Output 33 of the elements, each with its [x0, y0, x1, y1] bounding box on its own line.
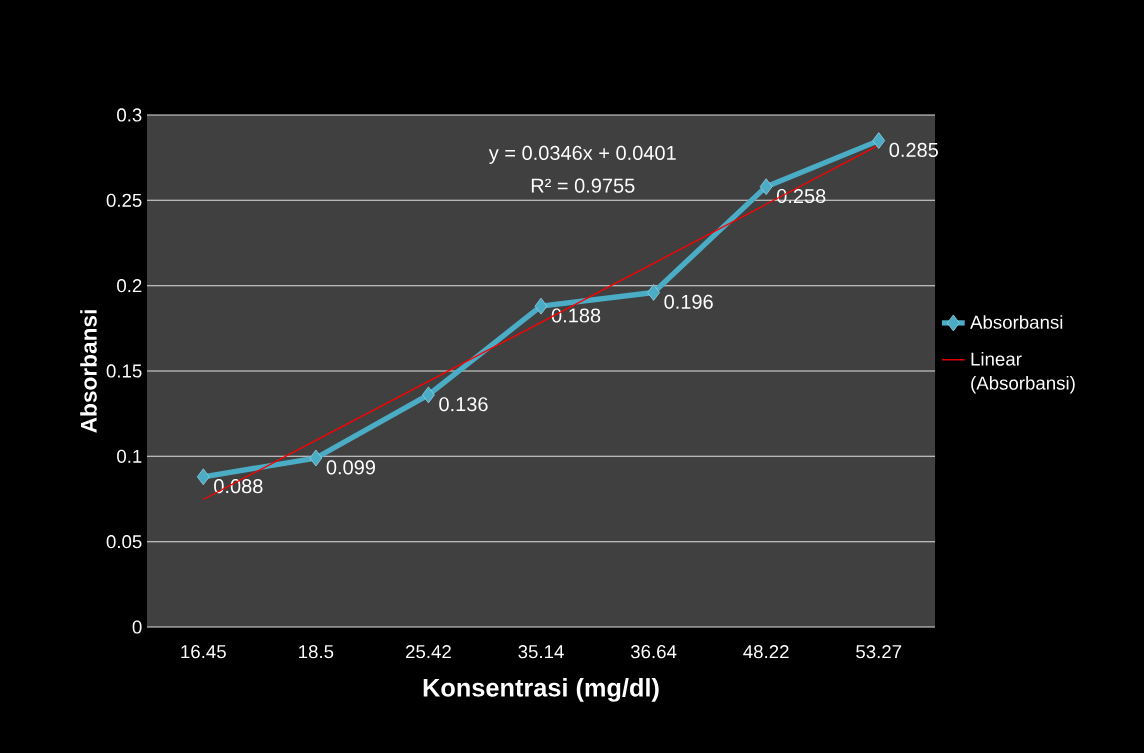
x-tick-label: 36.64 — [630, 645, 677, 659]
x-tick-label: 35.14 — [518, 645, 564, 659]
legend-label: Absorbansi — [970, 315, 1063, 329]
data-label: 0.188 — [551, 308, 601, 323]
x-tick-label: 18.5 — [299, 645, 334, 659]
y-tick-label: 0.2 — [117, 279, 142, 293]
point — [872, 132, 886, 149]
point — [309, 449, 323, 467]
annotation: y = 0.0346x + 0.0401 — [488, 145, 676, 164]
x-tick-label: 25.42 — [406, 645, 451, 659]
y-tick-label: 0.25 — [106, 193, 142, 207]
point — [534, 297, 548, 315]
data-label: 0.258 — [776, 188, 826, 204]
y-axis-title: Absorbansi — [80, 310, 97, 433]
data-label: 0.136 — [439, 397, 488, 412]
point — [647, 284, 660, 301]
x-tick-label: 16.45 — [181, 645, 226, 659]
y-tick-label: 0.1 — [117, 449, 142, 463]
x-tick-label: 53.27 — [856, 645, 902, 659]
x-tick-label: 48.22 — [743, 645, 789, 659]
data-label: 0.285 — [889, 142, 938, 157]
y-tick-label: 0.05 — [106, 535, 142, 549]
point — [759, 178, 773, 196]
annotation: R² = 0.9755 — [531, 178, 635, 193]
point — [196, 468, 210, 486]
legend-label: Linear (Absorbansi) — [971, 352, 1075, 394]
y-tick-label: 0.3 — [117, 108, 142, 122]
data-label: 0.099 — [326, 460, 375, 475]
point — [422, 386, 435, 404]
y-tick-label: 0.15 — [106, 364, 142, 378]
x-axis-title: Konsentrasi (mg/dl) — [423, 678, 659, 702]
y-tick-label: 0 — [132, 620, 142, 634]
data-label: 0.196 — [664, 294, 713, 309]
